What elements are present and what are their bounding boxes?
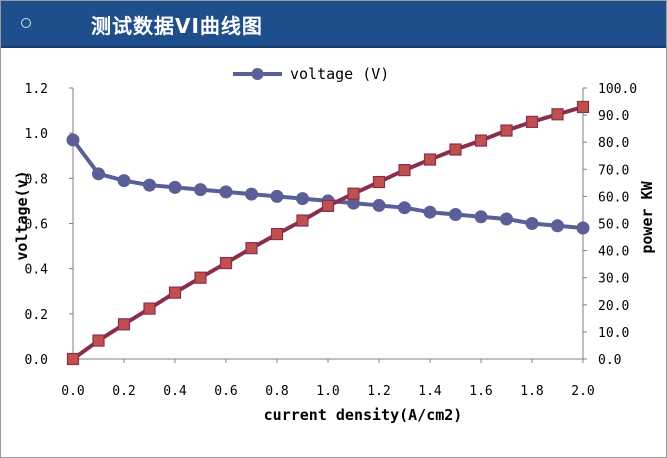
x-tick-label: 1.8 bbox=[520, 384, 543, 399]
x-tick-label: 1.4 bbox=[418, 384, 442, 399]
x-tick-label: 0.2 bbox=[112, 384, 135, 399]
x-tick-label: 0.6 bbox=[214, 384, 237, 399]
voltage-series bbox=[66, 133, 590, 235]
power-point bbox=[398, 164, 411, 177]
circle-bullet-icon bbox=[21, 18, 31, 28]
voltage-point bbox=[245, 187, 258, 201]
voltage-point bbox=[551, 219, 564, 233]
x-tick-label: 0.0 bbox=[61, 384, 84, 399]
voltage-point bbox=[500, 212, 513, 226]
power-point bbox=[194, 271, 207, 284]
power-point bbox=[321, 199, 335, 212]
y-right-tick-label: 80.0 bbox=[598, 136, 629, 151]
power-point bbox=[66, 352, 80, 366]
power-point bbox=[245, 242, 258, 255]
voltage-point bbox=[398, 201, 411, 215]
voltage-point bbox=[474, 210, 488, 224]
power-point bbox=[347, 187, 360, 200]
y-right-tick-label: 30.0 bbox=[598, 272, 629, 287]
power-point bbox=[500, 124, 513, 137]
title-bar: 测试数据VI曲线图 bbox=[1, 1, 666, 48]
voltage-point bbox=[168, 180, 182, 194]
power-point bbox=[143, 302, 156, 315]
y-left-tick-label: 0.2 bbox=[25, 308, 48, 323]
power-series bbox=[66, 100, 590, 366]
y-right-tick-label: 50.0 bbox=[598, 218, 629, 233]
power-point bbox=[474, 134, 488, 147]
power-point bbox=[525, 115, 539, 128]
x-tick-label: 1.2 bbox=[367, 384, 390, 399]
voltage-point bbox=[296, 192, 309, 206]
voltage-point bbox=[219, 185, 233, 199]
y-left-tick-label: 0.8 bbox=[25, 172, 48, 187]
power-line bbox=[71, 105, 584, 361]
voltage-point bbox=[576, 221, 590, 235]
voltage-point bbox=[372, 198, 386, 212]
power-point bbox=[449, 143, 462, 156]
x-axis-title: current density(A/cm2) bbox=[264, 406, 463, 424]
y-right-tick-label: 70.0 bbox=[598, 163, 629, 178]
power-point bbox=[576, 100, 590, 114]
power-point bbox=[423, 153, 437, 166]
y-right-tick-label: 60.0 bbox=[598, 190, 629, 205]
y-left-tick-label: 1.2 bbox=[25, 82, 48, 97]
power-point bbox=[270, 227, 284, 241]
series-layer bbox=[66, 100, 590, 366]
voltage-point bbox=[525, 217, 539, 230]
x-tick-label: 1.0 bbox=[316, 384, 339, 399]
y-right-tick-label: 0.0 bbox=[598, 353, 621, 368]
x-tick-label: 0.8 bbox=[265, 384, 288, 399]
x-tick-label: 0.4 bbox=[163, 384, 187, 399]
power-point bbox=[296, 214, 309, 227]
legend: voltage (V) bbox=[233, 65, 389, 83]
voltage-point bbox=[66, 133, 80, 147]
legend-label: voltage (V) bbox=[290, 65, 389, 83]
power-point bbox=[117, 318, 131, 331]
power-point bbox=[219, 256, 233, 270]
tick-labels: 0.0 0.2 0.4 0.6 0.8 1.0 1.2 1.4 1.6 1.8 2.0 0.0 0.2 0… bbox=[25, 82, 638, 399]
y-right-tick-label: 90.0 bbox=[598, 109, 629, 124]
x-tick-label: 2.0 bbox=[571, 384, 594, 399]
y-left-tick-label: 1.0 bbox=[25, 127, 48, 142]
voltage-point bbox=[143, 178, 156, 192]
voltage-point bbox=[423, 205, 437, 219]
y-axis-left-title: voltage(v) bbox=[13, 170, 31, 260]
y-left-tick-label: 0.6 bbox=[25, 218, 48, 233]
power-point bbox=[92, 334, 105, 347]
power-point bbox=[372, 175, 386, 189]
x-tick-label: 1.6 bbox=[469, 384, 492, 399]
voltage-point bbox=[270, 189, 284, 203]
power-point bbox=[168, 286, 182, 299]
legend-marker bbox=[251, 68, 264, 80]
page-title: 测试数据VI曲线图 bbox=[91, 14, 263, 38]
y-right-tick-label: 20.0 bbox=[598, 299, 629, 314]
y-left-tick-label: 0.0 bbox=[25, 353, 48, 368]
voltage-point bbox=[117, 174, 131, 188]
voltage-point bbox=[194, 183, 207, 197]
y-axis-right-title: power KW bbox=[638, 180, 656, 253]
voltage-point bbox=[92, 167, 105, 181]
voltage-point bbox=[449, 207, 462, 221]
y-right-tick-label: 40.0 bbox=[598, 245, 629, 260]
y-left-tick-label: 0.4 bbox=[25, 263, 49, 278]
power-point bbox=[551, 108, 564, 121]
y-right-tick-label: 100.0 bbox=[598, 82, 637, 97]
y-right-tick-label: 10.0 bbox=[598, 326, 629, 341]
